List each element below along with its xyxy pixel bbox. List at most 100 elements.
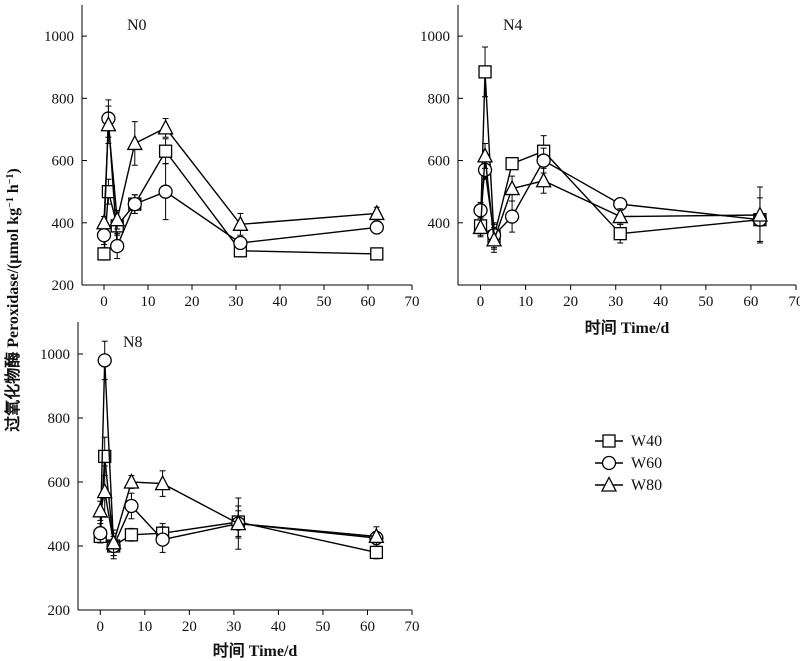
data-point-w60 (97, 353, 112, 368)
x-axis-title-n8: 时间 Time/d (213, 641, 298, 660)
y-tick-label-n8: 600 (48, 475, 71, 491)
x-tick-label-n0: 0 (100, 294, 108, 310)
legend-marker-w40 (602, 434, 616, 448)
series-w80-n8 (92, 465, 385, 557)
series-w80-n0 (95, 105, 385, 236)
data-point-w80 (126, 134, 143, 151)
y-tick-label-n8: 1000 (40, 347, 70, 363)
data-point-w80 (109, 210, 126, 227)
x-tick-label-n0: 40 (273, 294, 288, 310)
y-tick-label-n4: 600 (428, 154, 451, 170)
y-tick-label-n0: 800 (52, 91, 75, 107)
data-point-w80 (368, 204, 385, 221)
y-axis-title-end: ) (5, 168, 22, 173)
x-tick-label-n4: 50 (698, 294, 713, 310)
x-tick-label-n0: 60 (361, 294, 376, 310)
data-point-w80 (100, 115, 117, 132)
data-point-w80 (476, 146, 494, 163)
data-point-w40 (505, 157, 519, 171)
x-tick-label-n4: 70 (789, 294, 800, 310)
x-tick-label-n0: 20 (185, 294, 200, 310)
data-point-w80 (504, 179, 521, 196)
data-point-w80 (612, 207, 629, 224)
data-point-w80 (96, 482, 113, 499)
data-point-w60 (233, 235, 248, 251)
series-w80-n4 (472, 142, 769, 253)
data-point-w60 (536, 153, 551, 168)
data-point-w80 (472, 218, 489, 235)
x-tick-label-n4: 30 (608, 294, 623, 310)
panel-n4: 400 600 800 1000 0 10 20 30 40 50 60 70 N4 (420, 5, 800, 310)
data-point-w80 (230, 514, 247, 531)
y-axis-title-sup2: −1 (5, 174, 16, 185)
y-tick-label-n0: 400 (52, 216, 75, 232)
data-point-w40 (478, 65, 492, 79)
x-tick-label-n8: 60 (360, 619, 375, 635)
data-point-w80 (368, 527, 385, 544)
legend-marker-w60 (601, 455, 617, 471)
data-point-w80 (157, 118, 174, 135)
panel-label-n8: N8 (123, 334, 143, 351)
x-tick-label-n8: 20 (182, 619, 197, 635)
x-tick-label-n8: 0 (97, 619, 105, 635)
x-tick-label-n8: 50 (315, 619, 330, 635)
data-point-w40 (369, 545, 384, 560)
x-tick-label-n4: 60 (743, 294, 758, 310)
data-point-w60 (124, 498, 139, 514)
data-point-w60 (473, 203, 488, 218)
x-tick-label-n4: 0 (477, 294, 485, 310)
x-tick-label-n0: 70 (405, 294, 420, 310)
y-axis-title-sup1: −1 (5, 197, 16, 208)
data-point-w60 (369, 220, 384, 235)
data-point-w40 (124, 528, 139, 542)
data-point-w60 (504, 209, 520, 224)
legend: W40 W60 W80 (595, 433, 662, 494)
panel-n8: 200 400 600 800 1000 0 10 20 30 40 50 60 70 N8 (40, 322, 420, 635)
data-point-w40 (370, 247, 384, 261)
x-tick-label-n4: 10 (518, 294, 533, 310)
y-tick-label-n4: 800 (428, 91, 451, 107)
x-tick-label-n4: 40 (653, 294, 668, 310)
y-tick-label-n4: 400 (428, 216, 451, 232)
legend-label-w80: W80 (631, 477, 662, 494)
y-tick-label-n0: 1000 (44, 29, 74, 45)
data-point-w60 (127, 196, 142, 212)
y-tick-label-n0: 200 (52, 278, 75, 294)
data-point-w80 (95, 213, 113, 230)
y-tick-label-n0: 600 (52, 154, 75, 170)
series-line-w80 (103, 124, 377, 226)
y-axis-title-mid: h (5, 184, 22, 197)
data-point-w80 (123, 473, 140, 489)
x-tick-label-n0: 50 (317, 294, 332, 310)
data-point-w60 (158, 184, 173, 199)
x-axis-title-n4: 时间 Time/d (585, 318, 670, 337)
x-tick-label-n0: 10 (141, 294, 156, 310)
y-tick-label-n8: 400 (48, 539, 71, 555)
x-tick-label-n8: 10 (137, 619, 152, 635)
y-axis-title-main: 过氧化物酶 Peroxidase/(μmol kg (3, 208, 22, 432)
legend-marker-w80 (600, 476, 618, 492)
data-point-w80 (232, 215, 249, 231)
x-tick-label-n4: 20 (563, 294, 578, 310)
x-tick-label-n0: 30 (229, 294, 244, 310)
data-point-w40 (158, 144, 173, 158)
data-point-w80 (154, 474, 171, 491)
y-tick-label-n8: 200 (48, 603, 71, 619)
data-point-w80 (92, 501, 109, 518)
x-tick-label-n8: 70 (405, 619, 420, 635)
data-point-w60 (110, 238, 125, 254)
panel-label-n4: N4 (503, 17, 523, 34)
y-tick-label-n8: 800 (48, 411, 71, 427)
data-point-w80 (485, 230, 503, 247)
data-point-w80 (751, 206, 769, 222)
data-point-w60 (93, 526, 108, 541)
x-tick-label-n8: 30 (226, 619, 241, 635)
data-point-w60 (155, 532, 170, 547)
y-tick-label-n4: 1000 (420, 29, 450, 45)
legend-label-w40: W40 (631, 433, 662, 450)
panel-label-n0: N0 (127, 17, 147, 34)
data-point-w60 (96, 228, 112, 243)
data-point-w40 (613, 227, 627, 241)
